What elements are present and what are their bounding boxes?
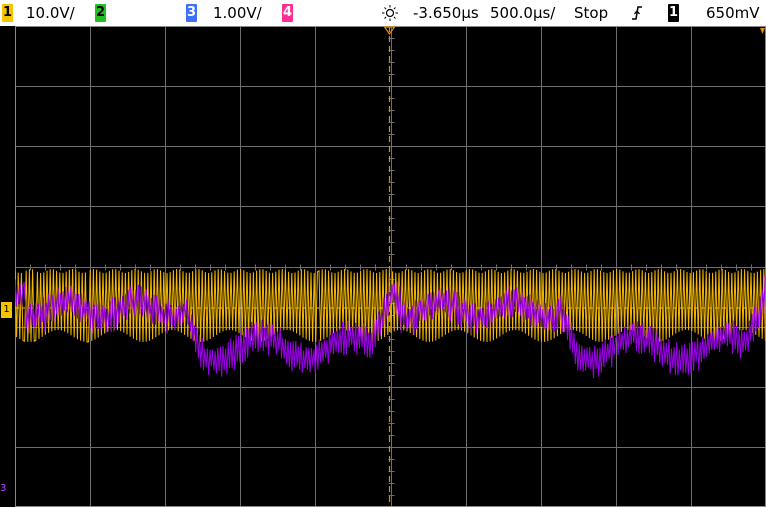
waveform-canvas	[15, 26, 766, 507]
ch3-trace	[15, 275, 766, 379]
trigger-level[interactable]: 650mV	[706, 4, 760, 22]
run-state[interactable]: Stop	[574, 4, 609, 22]
status-bar: 1 10.0V/ 2 3 1.00V/ 4 -3.650µs 500.0µs/ …	[0, 0, 766, 26]
trigger-level-marker	[760, 28, 765, 34]
waveform-display[interactable]	[15, 26, 766, 507]
ch3-ground-marker[interactable]: 3	[0, 483, 7, 494]
trigger-position-marker	[383, 26, 396, 36]
ch3-scale[interactable]: 1.00V/	[213, 4, 262, 22]
left-margin: 1 3	[0, 26, 15, 507]
trigger-edge-icon	[630, 0, 644, 26]
ch4-badge[interactable]: 4	[282, 4, 293, 22]
delay-icon	[380, 0, 400, 26]
timebase-value[interactable]: 500.0µs/	[490, 4, 556, 22]
ch2-badge[interactable]: 2	[95, 4, 106, 22]
trigger-source-badge[interactable]: 1	[668, 4, 679, 22]
ch3-badge[interactable]: 3	[186, 4, 197, 22]
ch1-badge[interactable]: 1	[2, 4, 13, 22]
delay-value[interactable]: -3.650µs	[413, 4, 479, 22]
ch1-scale[interactable]: 10.0V/	[26, 4, 75, 22]
ch1-ground-marker[interactable]: 1	[1, 302, 12, 318]
